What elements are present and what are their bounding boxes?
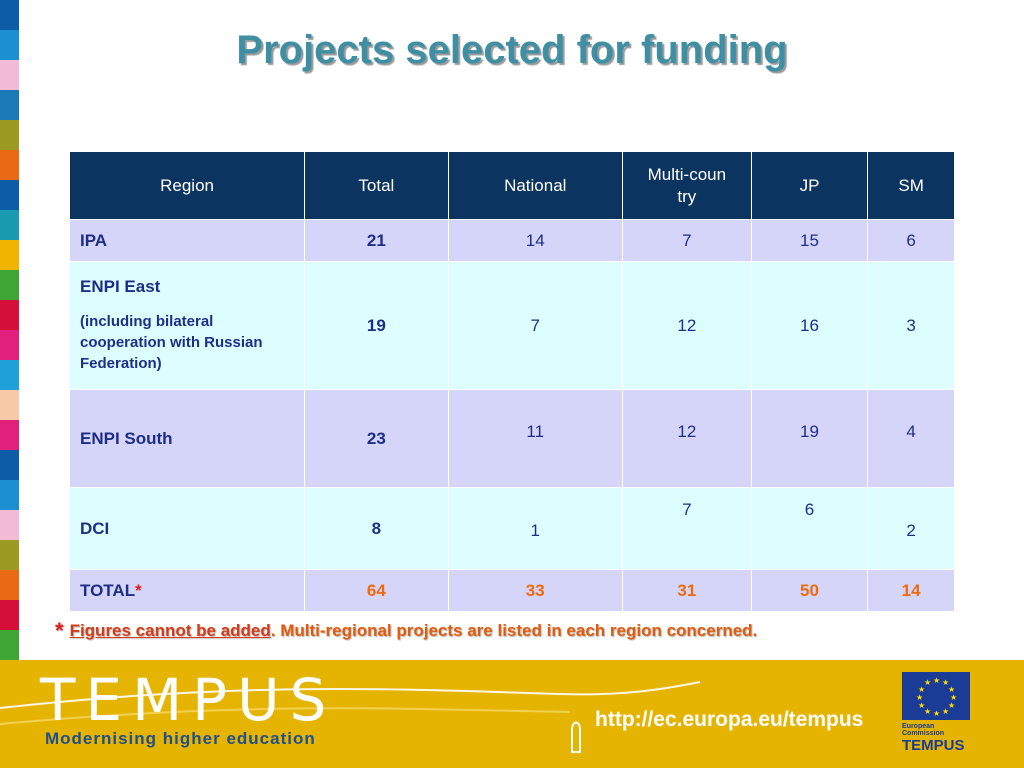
cell-region: TOTAL* xyxy=(68,569,306,612)
total-star: * xyxy=(135,580,142,600)
stripe-block xyxy=(0,90,19,120)
cell-sm: 14 xyxy=(867,569,955,612)
svg-text:★: ★ xyxy=(918,685,925,694)
cell-national: 11 xyxy=(447,389,623,488)
svg-text:★: ★ xyxy=(933,709,940,718)
cell-sm: 6 xyxy=(867,219,955,262)
cell-multi: 7 xyxy=(621,487,752,570)
svg-text:★: ★ xyxy=(933,676,940,685)
total-label: TOTAL xyxy=(80,580,136,600)
cell-multi: 12 xyxy=(621,261,752,390)
stripe-block xyxy=(0,0,19,30)
cell-multi: 7 xyxy=(621,219,752,262)
decorative-color-stripe xyxy=(0,0,19,660)
svg-text:★: ★ xyxy=(918,701,925,710)
cell-jp: 16 xyxy=(750,261,869,390)
footnote: * Figures cannot be added. Multi-regional… xyxy=(55,618,757,644)
stripe-block xyxy=(0,330,19,360)
stripe-block xyxy=(0,450,19,480)
table-header-row: Region Total National Multi-country JP S… xyxy=(68,151,955,220)
stripe-block xyxy=(0,570,19,600)
svg-text:★: ★ xyxy=(948,685,955,694)
ec-program-name: TEMPUS xyxy=(902,737,965,754)
region-note: (including bilateral cooperation with Ru… xyxy=(80,313,263,372)
footnote-star: * xyxy=(55,618,64,643)
cell-region: IPA xyxy=(68,219,306,262)
ec-label: European Commission xyxy=(902,723,945,737)
svg-text:★: ★ xyxy=(942,707,949,716)
stripe-block xyxy=(0,150,19,180)
table-total-row: TOTAL* 64 33 31 50 14 xyxy=(68,569,955,612)
header-jp: JP xyxy=(750,151,869,220)
stripe-block xyxy=(0,600,19,630)
cell-jp: 50 xyxy=(750,569,869,612)
stripe-block xyxy=(0,180,19,210)
cell-national: 33 xyxy=(447,569,623,612)
cell-total: 8 xyxy=(304,487,449,570)
region-name: ENPI East xyxy=(80,277,161,296)
table-row: IPA 21 14 7 15 6 xyxy=(68,219,955,262)
cell-national: 1 xyxy=(447,487,623,570)
ec-logo: ★ ★ ★ ★ ★ ★ ★ ★ ★ ★ ★ ★ European Commission TEMP… xyxy=(902,672,976,754)
svg-text:★: ★ xyxy=(942,678,949,687)
cell-total: 64 xyxy=(304,569,449,612)
stripe-block xyxy=(0,60,19,90)
cell-jp: 15 xyxy=(750,219,869,262)
cell-sm: 2 xyxy=(867,487,955,570)
cell-region: ENPI South xyxy=(68,389,306,488)
stripe-block xyxy=(0,210,19,240)
header-multi-country: Multi-country xyxy=(621,151,752,220)
stripe-block xyxy=(0,240,19,270)
stripe-block xyxy=(0,540,19,570)
header-sm: SM xyxy=(867,151,955,220)
cell-total: 19 xyxy=(304,261,449,390)
stripe-block xyxy=(0,270,19,300)
stripe-block xyxy=(0,480,19,510)
cell-sm: 4 xyxy=(867,389,955,488)
cell-national: 14 xyxy=(447,219,623,262)
cell-jp: 19 xyxy=(750,389,869,488)
stripe-block xyxy=(0,300,19,330)
cell-sm: 3 xyxy=(867,261,955,390)
cell-total: 23 xyxy=(304,389,449,488)
footnote-underlined: Figures cannot be added xyxy=(69,621,271,640)
eu-flag-icon: ★ ★ ★ ★ ★ ★ ★ ★ ★ ★ ★ ★ xyxy=(902,672,970,720)
cell-region: ENPI East (including bilateral cooperati… xyxy=(68,261,306,390)
table-row: ENPI East (including bilateral cooperati… xyxy=(68,261,955,390)
svg-text:★: ★ xyxy=(948,701,955,710)
footer-banner: TEMPUS Modernising higher education http… xyxy=(0,660,1024,768)
svg-text:★: ★ xyxy=(924,678,931,687)
tagline: Modernising higher education xyxy=(45,729,316,748)
eu-stars-icon: ★ ★★ ★★★ ★★★ ★★★ xyxy=(916,676,957,718)
cell-multi: 12 xyxy=(621,389,752,488)
footnote-text: . Multi-regional projects are listed in … xyxy=(270,621,758,640)
stripe-block xyxy=(0,120,19,150)
cell-national: 7 xyxy=(447,261,623,390)
cell-multi: 31 xyxy=(621,569,752,612)
cell-jp: 6 xyxy=(750,487,869,570)
stripe-block xyxy=(0,510,19,540)
svg-text:★: ★ xyxy=(916,693,923,702)
stripe-block xyxy=(0,420,19,450)
stripe-block xyxy=(0,360,19,390)
page-title: Projects selected for funding xyxy=(236,28,788,72)
cell-total: 21 xyxy=(304,219,449,262)
funding-table: Region Total National Multi-country JP S… xyxy=(68,151,955,612)
footer-swoosh-graphic xyxy=(0,681,701,753)
header-total: Total xyxy=(304,151,449,220)
svg-text:★: ★ xyxy=(950,693,957,702)
svg-text:★: ★ xyxy=(924,707,931,716)
stripe-block xyxy=(0,630,19,660)
stripe-block xyxy=(0,30,19,60)
table-row: DCI 8 1 7 6 2 xyxy=(68,487,955,570)
cell-region: DCI xyxy=(68,487,306,570)
tempus-logo: TEMPUS xyxy=(40,666,337,734)
header-national: National xyxy=(447,151,623,220)
table-row: ENPI South 23 11 12 19 4 xyxy=(68,389,955,488)
header-region: Region xyxy=(68,151,306,220)
stripe-block xyxy=(0,390,19,420)
website-link[interactable]: http://ec.europa.eu/tempus xyxy=(595,708,864,731)
header-multi-country-label: Multi-country xyxy=(647,164,727,206)
